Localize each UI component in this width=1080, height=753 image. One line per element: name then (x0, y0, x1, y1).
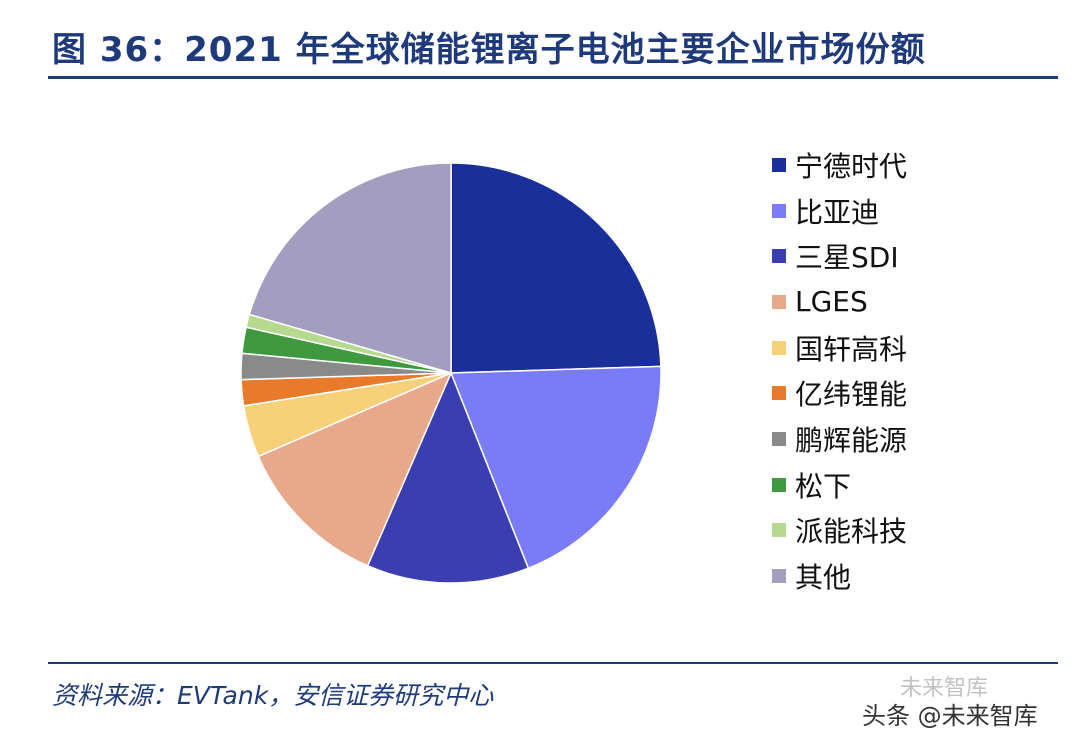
legend-label: 宁德时代 (795, 149, 908, 183)
legend-label: 三星SDI (795, 241, 899, 275)
pie-slice (248, 162, 452, 374)
legend-item: 派能科技 (772, 508, 1052, 554)
legend-label: 鹏辉能源 (795, 423, 908, 457)
legend-swatch (772, 523, 786, 538)
source-note: 资料来源：EVTank，安信证券研究中心 (52, 681, 494, 710)
pie-slice (366, 371, 530, 584)
legend-swatch (772, 340, 786, 355)
legend-swatch (772, 431, 786, 446)
watermark-faint: 未来智库 (900, 676, 989, 701)
legend-item: 宁德时代 (772, 142, 1052, 188)
legend-swatch (772, 569, 786, 584)
legend-label: 松下 (795, 469, 852, 503)
legend-item: 比亚迪 (772, 188, 1052, 234)
legend-label: 派能科技 (795, 515, 908, 549)
legend-swatch (772, 203, 786, 218)
legend-item: 鹏辉能源 (772, 416, 1052, 462)
legend-label: 亿纬锂能 (795, 378, 908, 412)
legend-item: 松下 (772, 462, 1052, 508)
legend-swatch (772, 386, 786, 401)
chart-title: 图 36：2021 年全球储能锂离子电池主要企业市场份额 (52, 30, 926, 70)
legend-item: 亿纬锂能 (772, 370, 1052, 416)
legend: 宁德时代比亚迪三星SDI LGES 国轩高科亿纬锂能鹏辉能源松下派能科技其他 (772, 142, 1052, 599)
legend-swatch (772, 157, 786, 172)
legend-swatch (772, 249, 786, 264)
legend-label: 比亚迪 (795, 195, 880, 229)
legend-label: 国轩高科 (795, 332, 908, 366)
legend-item: 国轩高科 (772, 325, 1052, 371)
title-rule (48, 76, 1058, 79)
legend-swatch (772, 294, 786, 309)
pie-slice (257, 371, 453, 567)
legend-item: LGES (772, 279, 1052, 325)
pie-slice (449, 365, 662, 570)
watermark: 头条 @未来智库 (862, 702, 1038, 730)
legend-label: 其他 (795, 561, 852, 595)
legend-swatch (772, 477, 786, 492)
pie-slice (450, 162, 662, 374)
footer-rule (48, 662, 1058, 664)
legend-label: LGES (795, 285, 868, 319)
legend-item: 其他 (772, 553, 1052, 599)
legend-item: 三星SDI (772, 233, 1052, 279)
